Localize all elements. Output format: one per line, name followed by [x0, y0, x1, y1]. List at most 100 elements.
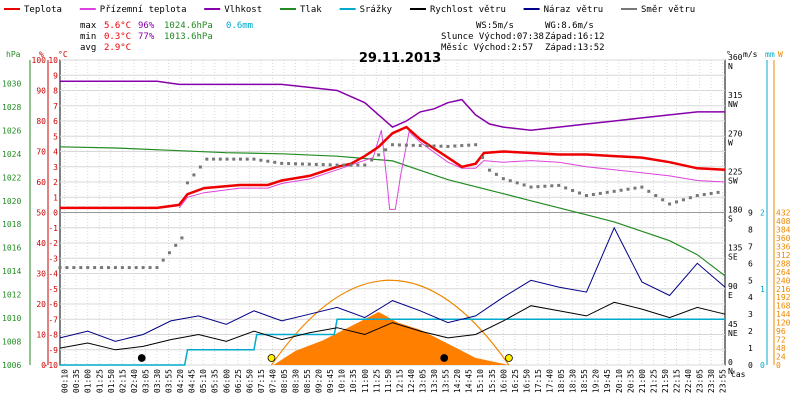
wind-dir-point — [161, 258, 165, 262]
y-tick-temperature: -5 — [48, 285, 58, 294]
y-tick-pressure: 1030 — [2, 79, 21, 88]
wind-dir-point — [273, 160, 277, 164]
y-tick-pressure: 1010 — [2, 314, 21, 323]
wind-dir-point — [501, 177, 505, 181]
solar-layer — [271, 279, 510, 366]
x-tick-label: 04:20 — [176, 369, 185, 393]
wind-dir-point — [259, 158, 263, 162]
y-tick-temperature: 4 — [53, 148, 58, 157]
y-tick-solar: 48 — [776, 344, 786, 353]
wind-dir-point — [584, 194, 588, 198]
wind-dir-point — [578, 191, 582, 195]
wind-dir-point — [688, 196, 692, 200]
wind-dir-point — [363, 163, 367, 167]
series-wind-gust — [59, 226, 726, 342]
x-tick-label: 08:55 — [303, 369, 312, 393]
unit-deg: ° — [726, 50, 731, 59]
legend-item: Směr větru — [641, 5, 695, 15]
wind-dir-point — [280, 161, 284, 165]
wind-dir-point — [155, 266, 159, 270]
y-tick-humidity: 0 — [41, 361, 46, 370]
y-tick-pressure: 1014 — [2, 267, 21, 276]
legend: Teplota Přízemní teplota Vlhkost Tlak Srážky… — [4, 5, 695, 15]
info-moon: Měsíc Východ:2:57 — [441, 43, 533, 53]
y-tick-rain: 0 — [760, 361, 765, 370]
x-tick-label: 01:25 — [95, 369, 104, 393]
legend-item: Přízemní teplota — [100, 5, 187, 15]
y-tick-wind-speed: 2 — [748, 327, 753, 336]
x-tick-label: 14:45 — [465, 369, 474, 393]
wind-dir-point — [100, 266, 104, 270]
y-tick-solar: 96 — [776, 327, 786, 336]
x-tick-label: 06:25 — [234, 369, 243, 393]
wind-dir-point — [425, 144, 429, 148]
y-tick-wind-dir: 135 — [728, 244, 743, 253]
wind-dir-point — [342, 163, 346, 167]
x-tick-label: 03:30 — [153, 369, 162, 393]
y-tick-humidity: 90 — [36, 87, 46, 96]
y-tick-humidity: 70 — [36, 148, 46, 157]
y-tick-solar: 120 — [776, 319, 791, 328]
y-tick-temperature: 9 — [53, 71, 58, 80]
wind-dir-point — [550, 184, 554, 188]
wind-dir-point — [654, 194, 658, 198]
y-tick-wind-dir: 270 — [728, 129, 743, 138]
wind-dir-point — [58, 266, 62, 270]
x-tick-label: 00:10 — [61, 369, 70, 393]
x-tick-label: 02:15 — [118, 369, 127, 393]
wind-dir-point — [225, 157, 229, 161]
y-tick-humidity: 30 — [36, 270, 46, 279]
series-humidity — [60, 80, 725, 131]
y-tick-wind-speed: 4 — [748, 293, 753, 302]
y-tick-solar: 24 — [776, 353, 786, 362]
y-tick-pressure: 1008 — [2, 338, 21, 347]
x-tick-label: 17:40 — [546, 369, 555, 393]
legend-item: Rychlost větru — [430, 5, 506, 15]
wind-dir-point — [564, 186, 568, 190]
x-tick-label: 03:05 — [141, 369, 150, 393]
stat-min-temp: 0.3°C — [104, 32, 131, 42]
y-tick-pressure: 1020 — [2, 197, 21, 206]
y-tick-humidity: 10 — [36, 331, 46, 340]
wind-dir-point — [239, 157, 242, 161]
wind-dir-point — [702, 192, 706, 196]
y-tick-wind-speed: 8 — [748, 225, 753, 234]
y-tick-pressure: 1012 — [2, 291, 21, 300]
y-tick-pressure: 1018 — [2, 220, 21, 229]
wind-dir-point — [141, 266, 145, 270]
x-tick-label: 01:50 — [107, 369, 116, 393]
x-tick-label: 15:10 — [476, 369, 485, 393]
wind-dir-point — [205, 157, 209, 161]
y-tick-rain: 2 — [760, 209, 765, 218]
wind-dir-point — [619, 188, 623, 192]
stat-max-label: max — [80, 21, 97, 31]
y-tick-temperature: -2 — [48, 239, 58, 248]
y-tick-pressure: 1006 — [2, 361, 21, 370]
wind-dir-point — [633, 186, 637, 190]
x-tick-label: 11:50 — [384, 369, 393, 393]
y-tick-solar: 216 — [776, 285, 791, 294]
y-tick-wind-dir-name: E — [728, 291, 733, 300]
solar-radiation-area — [273, 312, 509, 365]
y-tick-pressure: 1028 — [2, 103, 21, 112]
wind-dir-point — [508, 179, 512, 183]
x-tick-label: 21:25 — [649, 369, 658, 393]
y-tick-wind-dir: 45 — [728, 320, 738, 329]
wind-dir-point — [640, 185, 644, 189]
x-tick-label: 06:00 — [222, 369, 231, 393]
wind-dir-point — [716, 190, 720, 194]
x-tick-label: 18:05 — [557, 369, 566, 393]
x-tick-label: 04:45 — [188, 369, 197, 393]
wind-dir-point — [397, 143, 401, 147]
marker-sunrise — [267, 354, 276, 362]
wind-dir-point — [134, 266, 138, 270]
y-tick-wind-speed: 9 — [748, 209, 753, 218]
wind-dir-point — [120, 266, 124, 270]
x-tick-label: 18:30 — [569, 369, 578, 393]
y-tick-temperature: -10 — [44, 361, 59, 370]
wind-dir-point — [127, 266, 131, 270]
unit-temp: °C — [58, 50, 68, 59]
wind-dir-point — [180, 236, 184, 240]
unit-ms: m/s — [743, 50, 758, 59]
